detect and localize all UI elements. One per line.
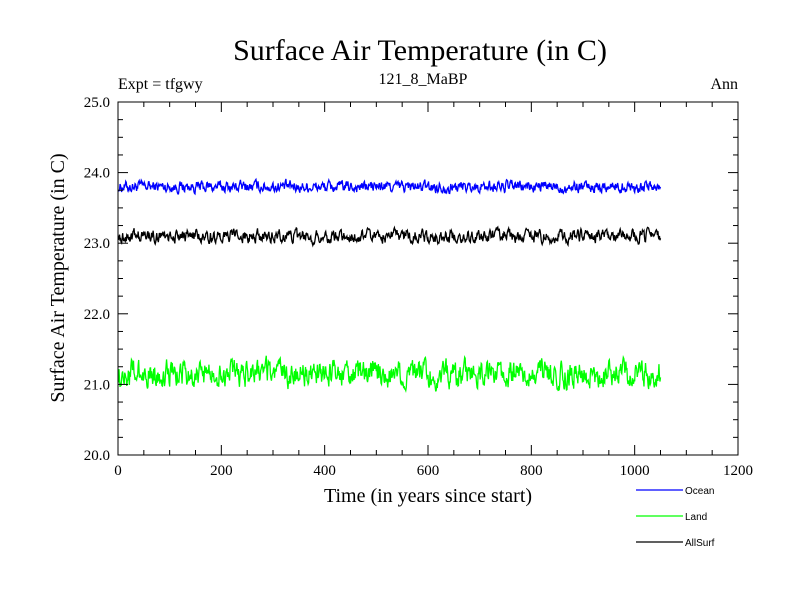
x-tick-label: 1200 (723, 463, 753, 479)
y-tick-label: 24.0 (84, 166, 110, 182)
x-tick-label: 800 (520, 463, 543, 479)
series-line-allsurf (117, 225, 662, 248)
x-tick-label: 600 (417, 463, 440, 479)
x-axis-label: Time (in years since start) (324, 485, 532, 507)
series-line-land (117, 354, 662, 394)
plot-frame (117, 101, 739, 456)
chart-subtitle: 121_8_MaBP (379, 71, 468, 88)
x-tick-label: 200 (210, 463, 233, 479)
period-label: Ann (710, 76, 738, 93)
y-tick-label: 23.0 (84, 236, 110, 252)
experiment-label: Expt = tfgwy (118, 76, 203, 93)
series-layer (117, 177, 662, 394)
y-tick-label: 21.0 (84, 377, 110, 393)
y-tick-label: 22.0 (84, 307, 110, 323)
y-axis-label: Surface Air Temperature (in C) (47, 153, 69, 402)
x-tick-label: 400 (313, 463, 336, 479)
series-line-ocean (118, 177, 662, 196)
axis-ticks (117, 101, 739, 456)
legend-label-allsurf: AllSurf (685, 538, 715, 549)
x-tick-labels: 0 200 400 600 800 1000 1200 (114, 463, 753, 479)
x-tick-label: 0 (114, 463, 122, 479)
y-tick-label: 25.0 (84, 95, 110, 111)
legend-label-land: Land (685, 512, 707, 523)
chart-title: Surface Air Temperature (in C) (233, 34, 607, 67)
legend-label-ocean: Ocean (685, 486, 714, 497)
y-tick-label: 20.0 (84, 448, 110, 464)
legend: Ocean Land AllSurf (636, 486, 715, 549)
x-tick-label: 1000 (620, 463, 650, 479)
y-tick-labels: 20.0 21.0 22.0 23.0 24.0 25.0 (84, 95, 110, 464)
